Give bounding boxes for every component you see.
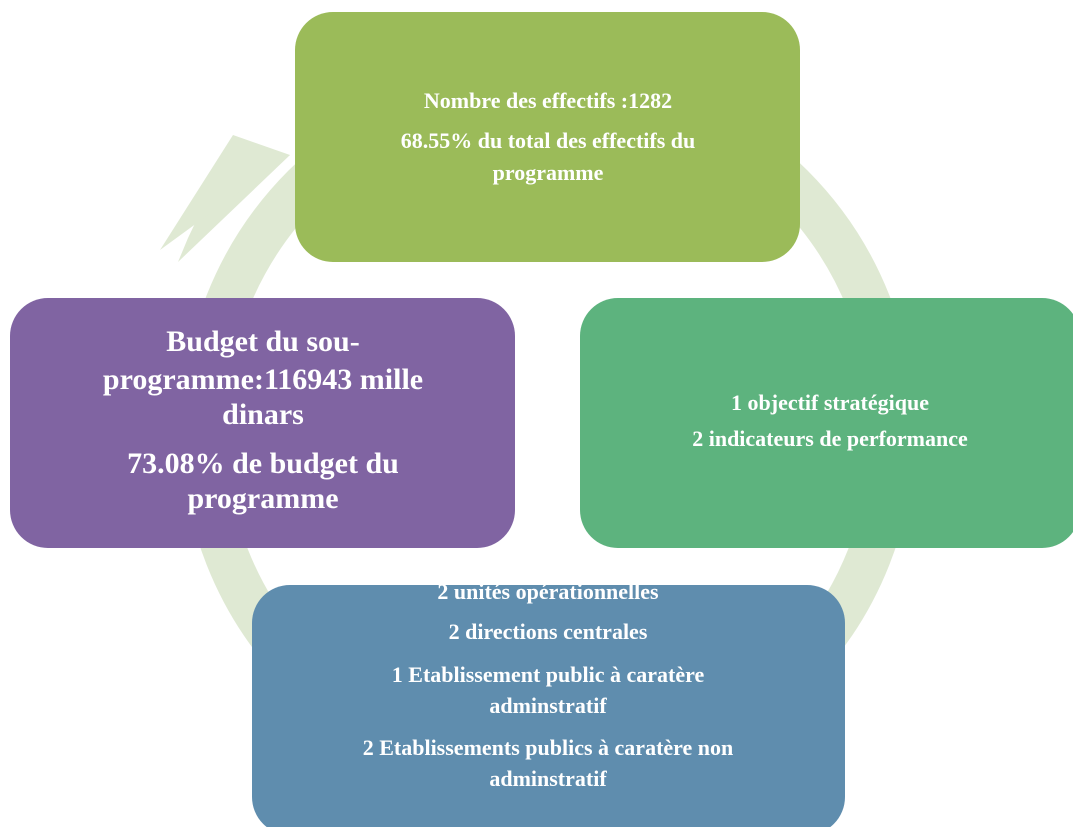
node-text: 2 Etablissements publics à caratère non xyxy=(363,735,734,760)
node-text: dinars xyxy=(222,398,304,431)
node-text: 1 objectif stratégique xyxy=(731,390,929,415)
node-text: adminstratif xyxy=(489,766,607,791)
node-text: 1 Etablissement public à caratère xyxy=(392,662,705,687)
node-text: 68.55% du total des effectifs du xyxy=(401,128,696,153)
node-text: programme:116943 mille xyxy=(103,363,423,396)
arrow-head-tip xyxy=(160,135,290,250)
node-box xyxy=(252,585,845,827)
node-text: Budget du sou- xyxy=(166,325,359,358)
node-text: 73.08% de budget du xyxy=(127,447,399,480)
node-text: 2 directions centrales xyxy=(449,619,648,644)
node-text: Nombre des effectifs :1282 xyxy=(424,88,672,113)
arrow-head xyxy=(178,150,290,262)
node-box xyxy=(10,298,515,548)
node-box xyxy=(580,298,1073,548)
node-text: 2 indicateurs de performance xyxy=(692,426,968,451)
node-text: adminstratif xyxy=(489,693,607,718)
node-text: programme xyxy=(493,160,604,185)
node-text: 2 unités opérationnelles xyxy=(437,579,659,604)
node-text: programme xyxy=(187,482,338,515)
node-box xyxy=(295,12,800,262)
